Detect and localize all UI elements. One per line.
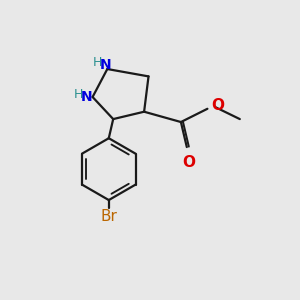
Text: N: N xyxy=(81,90,92,104)
Text: O: O xyxy=(182,155,195,170)
Text: H: H xyxy=(93,56,103,69)
Text: H: H xyxy=(74,88,83,101)
Text: Br: Br xyxy=(100,209,117,224)
Text: N: N xyxy=(100,58,112,73)
Text: O: O xyxy=(211,98,224,113)
